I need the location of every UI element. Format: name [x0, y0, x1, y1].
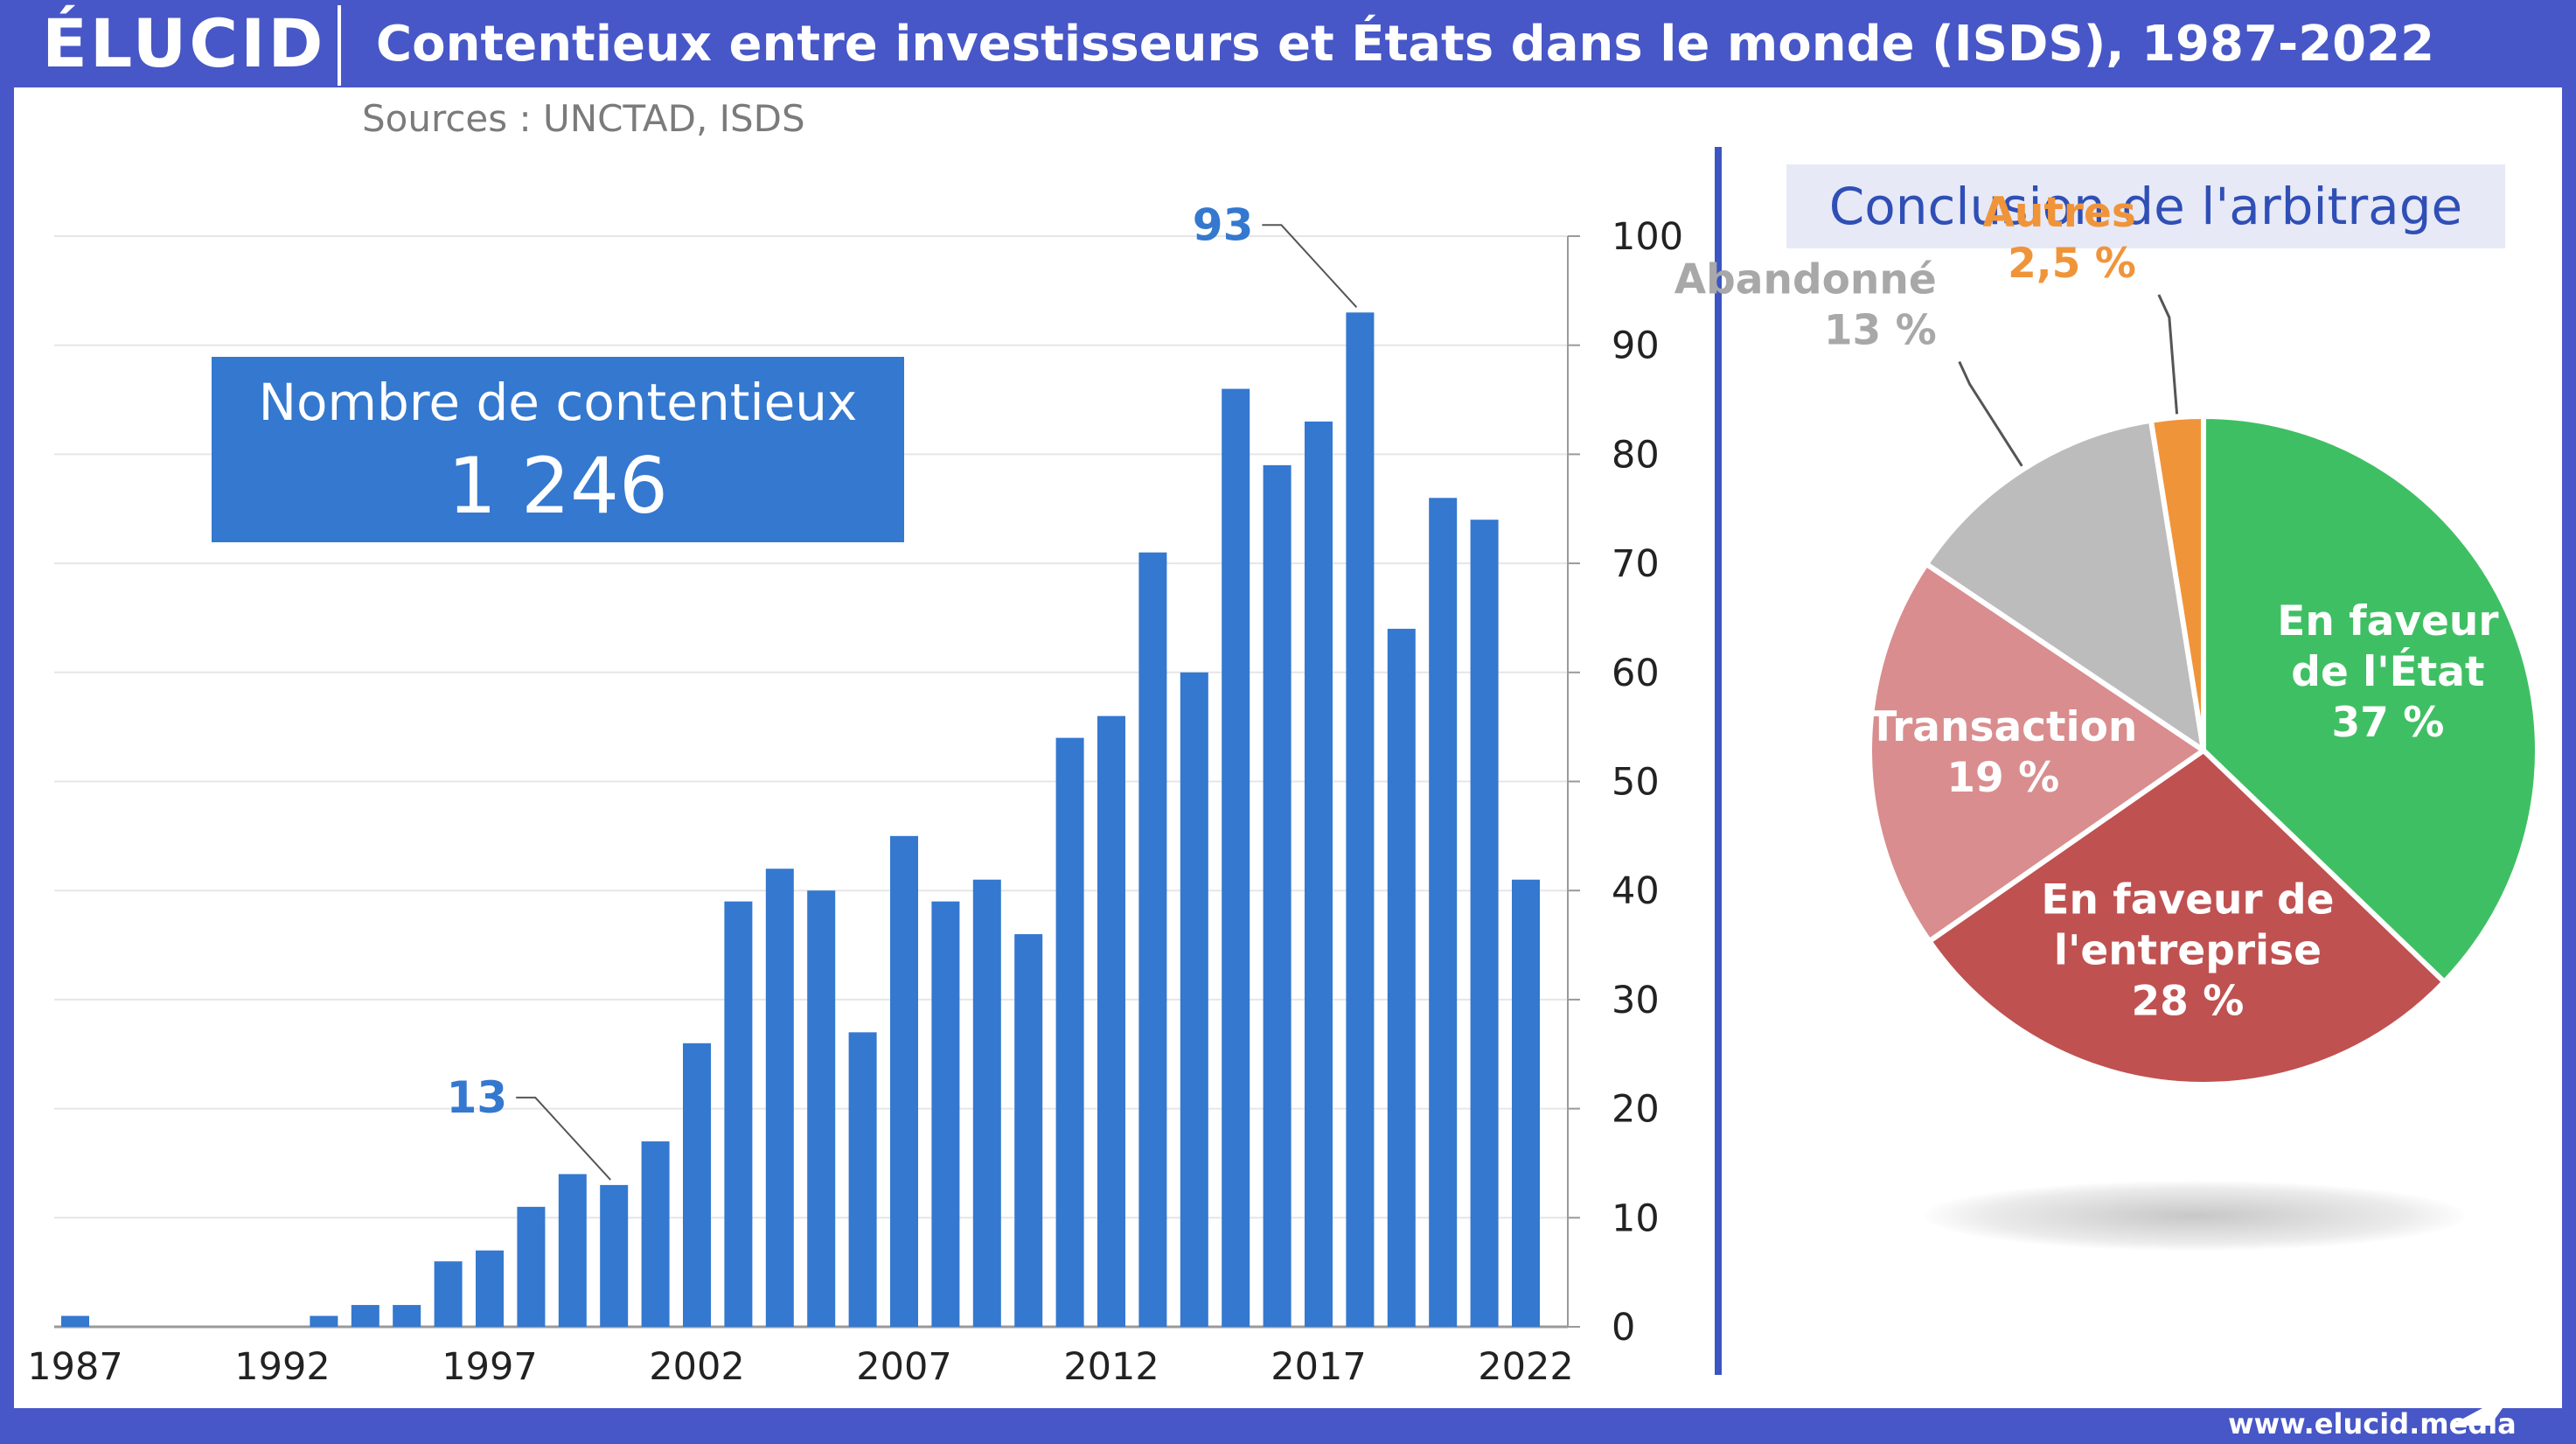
bar-2017	[1305, 421, 1333, 1327]
pie-leader-autres	[2157, 294, 2179, 415]
total-disputes-label: Nombre de contentieux	[258, 373, 858, 432]
pie-label-line: Autres	[1982, 189, 2135, 237]
pie-slice-entreprise	[1926, 748, 2447, 1087]
vertical-divider	[1715, 147, 1722, 1375]
bar-1996	[434, 1261, 463, 1327]
bar-2019	[1387, 628, 1416, 1327]
pie-label-line: de l'État	[2291, 648, 2484, 696]
total-disputes-box: Nombre de contentieux 1 246	[212, 357, 904, 542]
pie-slice-transaction	[1867, 561, 2206, 945]
bar-1999	[558, 1174, 587, 1327]
pie-label-entreprise: En faveur de l'entreprise 28 %	[2041, 875, 2334, 1025]
pie-label-line: 13 %	[1824, 306, 1937, 354]
bar-2022	[1512, 879, 1540, 1327]
pie-label-autres: Autres 2,5 %	[1982, 189, 2135, 288]
bar-2007	[890, 835, 918, 1327]
bar-1995	[393, 1305, 421, 1327]
bar-2018	[1346, 312, 1375, 1327]
pie-label-line: 19 %	[1946, 754, 2059, 802]
pie-shadow	[1924, 1181, 2466, 1251]
annotation-label: 13	[447, 1072, 508, 1123]
bar-2009	[972, 879, 1001, 1327]
bar-2000	[600, 1184, 629, 1327]
y-tick-label: 20	[1612, 1088, 1660, 1132]
pie-label-line: En faveur de	[2041, 875, 2334, 924]
bar-1998	[517, 1206, 546, 1327]
pie-label-abandonne: Abandonné 13 %	[1674, 255, 1937, 354]
pie-chart: En faveur de l'État 37 % En faveur de l'entr…	[1674, 188, 2540, 1087]
page-title: Contentieux entre investisseurs et États…	[376, 16, 2435, 73]
bar-2004	[765, 868, 794, 1327]
bar-2015	[1222, 388, 1250, 1328]
y-tick-label: 100	[1612, 215, 1683, 259]
total-disputes-value: 1 246	[448, 441, 668, 531]
y-tick-label: 70	[1612, 542, 1660, 586]
bar-chart: 0 10 20 30 40 50 60 70 80 90 100 1987 1992 1997 2002 20…	[27, 199, 1683, 1389]
bar-1993	[310, 1315, 338, 1327]
pie-labels: En faveur de l'État 37 % En faveur de l'entr…	[1674, 189, 2500, 1026]
bar-2012	[1097, 715, 1125, 1327]
pie-label-line: 37 %	[2331, 699, 2444, 747]
y-tick-label: 30	[1612, 979, 1660, 1022]
header-divider	[338, 5, 341, 86]
pie-label-line: 2,5 %	[2008, 240, 2136, 288]
bar-2014	[1180, 672, 1208, 1327]
annotation-leader	[1262, 224, 1358, 308]
pie-slices	[1867, 414, 2540, 1087]
bar-2010	[1014, 934, 1043, 1327]
y-tick-label: 0	[1612, 1306, 1635, 1350]
bar-1997	[476, 1250, 504, 1327]
pie-slice-etat	[2201, 414, 2540, 985]
bar-2021	[1470, 520, 1499, 1327]
bars	[61, 312, 1540, 1328]
bar-2008	[931, 901, 960, 1327]
pie-slice-autres	[2148, 414, 2206, 753]
bar-2006	[848, 1032, 877, 1327]
y-tick-label: 60	[1612, 652, 1660, 695]
elucid-logo: ÉLUCID	[42, 4, 326, 82]
bar-2001	[641, 1141, 670, 1327]
pie-leader-abandonne	[1958, 360, 2023, 467]
x-tick-label: 2017	[1271, 1345, 1366, 1389]
bar-2013	[1138, 552, 1167, 1327]
bar-axes: 0 10 20 30 40 50 60 70 80 90 100 1987 1992 1997 2002 20…	[27, 215, 1683, 1389]
y-tick-label: 40	[1612, 869, 1660, 913]
bar-2016	[1263, 464, 1291, 1327]
bar-2002	[683, 1043, 711, 1327]
x-tick-label: 2012	[1063, 1345, 1159, 1389]
header-bar: ÉLUCID Contentieux entre investisseurs e…	[0, 0, 2576, 87]
bar-annotations: 13 93	[447, 199, 1358, 1181]
x-tick-label: 2002	[649, 1345, 744, 1389]
x-tick-label: 1992	[234, 1345, 330, 1389]
y-tick-label: 90	[1612, 324, 1660, 368]
pie-label-line: En faveur	[2277, 597, 2499, 645]
annotation-label: 93	[1193, 199, 1254, 250]
pie-title: Conclusion de l'arbitrage	[1786, 164, 2505, 248]
pie-label-line: Abandonné	[1674, 255, 1937, 303]
annotation-leader	[516, 1096, 611, 1181]
bar-2003	[724, 901, 753, 1327]
bar-1994	[351, 1305, 379, 1327]
y-tick-label: 50	[1612, 761, 1660, 805]
source-note: Sources : UNCTAD, ISDS	[362, 97, 805, 140]
footer-arrow-icon	[2450, 1391, 2515, 1426]
y-tick-label: 80	[1612, 433, 1660, 477]
pie-label-line: 28 %	[2131, 977, 2244, 1025]
bar-2020	[1429, 498, 1458, 1327]
x-tick-label: 1987	[27, 1345, 122, 1389]
bar-2011	[1055, 737, 1084, 1327]
pie-label-line: l'entreprise	[2054, 926, 2322, 974]
x-tick-label: 1997	[442, 1345, 537, 1389]
bar-1987	[61, 1315, 89, 1327]
y-tick-label: 10	[1612, 1196, 1660, 1240]
bar-2005	[807, 890, 836, 1327]
x-tick-label: 2022	[1478, 1345, 1573, 1389]
pie-label-line: Transaction	[1869, 703, 2137, 751]
x-tick-label: 2007	[856, 1345, 951, 1389]
pie-label-transaction: Transaction 19 %	[1869, 703, 2137, 802]
pie-label-etat: En faveur de l'État 37 %	[2277, 597, 2499, 747]
pie-slice-abandonne	[1924, 417, 2206, 753]
